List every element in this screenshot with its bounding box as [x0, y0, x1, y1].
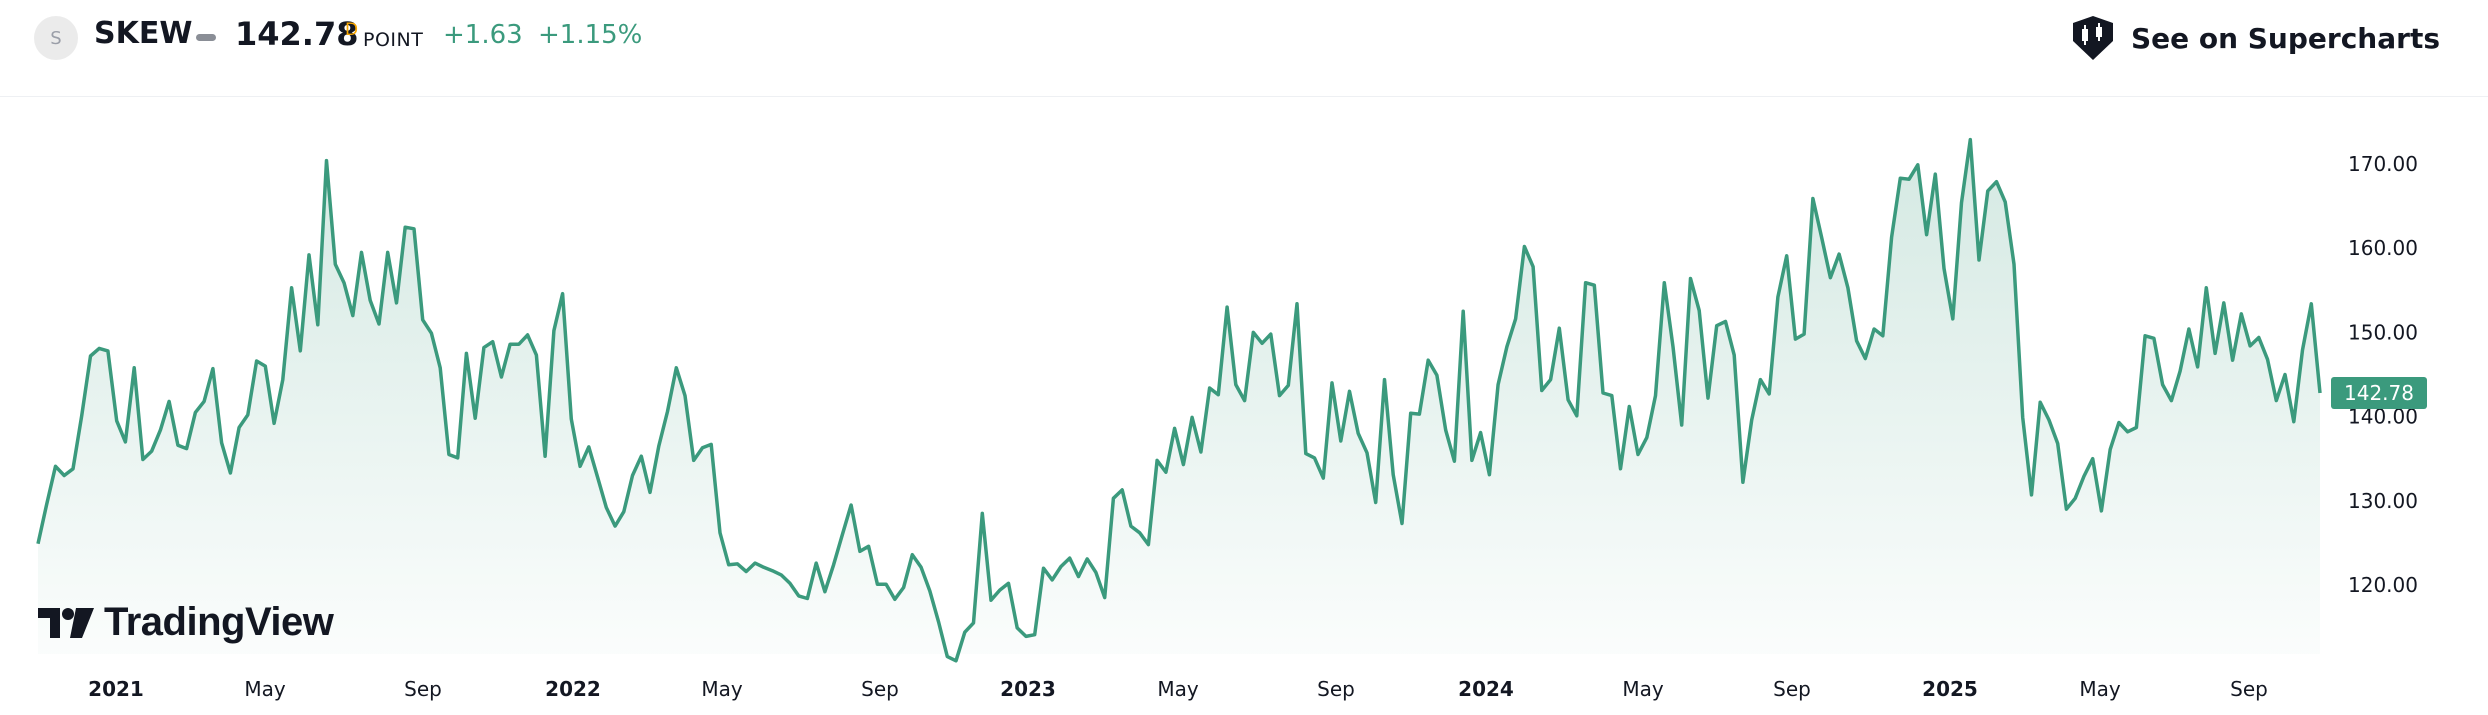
x-tick-label: Sep	[404, 677, 442, 701]
y-tick-label: 160.00	[2348, 236, 2418, 260]
x-tick-label: 2021	[88, 677, 144, 701]
symbol-name: SKEW	[94, 16, 193, 51]
see-on-supercharts-button[interactable]: See on Supercharts	[2069, 13, 2440, 63]
tradingview-logo-icon	[38, 607, 94, 638]
x-tick-label: 2022	[545, 677, 601, 701]
x-tick-label: Sep	[861, 677, 899, 701]
y-tick-label: 170.00	[2348, 152, 2418, 176]
last-price-badge-label: 142.78	[2344, 381, 2414, 405]
x-tick-label: 2025	[1922, 677, 1978, 701]
x-tick-label: May	[701, 677, 743, 701]
symbol-header: S SKEW 142.78 D POINT +1.63 +1.15% See o…	[0, 0, 2488, 97]
y-tick-label: 130.00	[2348, 489, 2418, 513]
x-tick-label: Sep	[1317, 677, 1355, 701]
price-area-fill	[38, 139, 2320, 661]
supercharts-icon	[2072, 16, 2113, 60]
y-tick-label: 120.00	[2348, 573, 2418, 597]
x-tick-label: May	[2079, 677, 2121, 701]
last-price-badge	[2331, 377, 2427, 409]
x-tick-label: 2024	[1458, 677, 1514, 701]
last-price: 142.78	[235, 15, 359, 53]
x-tick-label: 2023	[1000, 677, 1056, 701]
price-unit: POINT	[363, 29, 424, 51]
supercharts-label: See on Supercharts	[2130, 21, 2440, 55]
interval-indicator: D	[345, 20, 359, 40]
price-change-percent: +1.15%	[538, 20, 643, 50]
x-tick-label: May	[1157, 677, 1199, 701]
x-tick-label: May	[1622, 677, 1664, 701]
dash-separator-icon	[196, 34, 216, 41]
x-tick-label: Sep	[1773, 677, 1811, 701]
price-change: +1.63	[443, 20, 523, 50]
x-tick-label: May	[244, 677, 286, 701]
tradingview-wordmark: TradingView	[104, 600, 334, 644]
x-tick-label: Sep	[2230, 677, 2268, 701]
tradingview-watermark: TradingView	[38, 600, 334, 645]
y-tick-label: 150.00	[2348, 320, 2418, 344]
price-series-line	[36, 137, 2322, 663]
symbol-avatar: S	[34, 16, 78, 60]
